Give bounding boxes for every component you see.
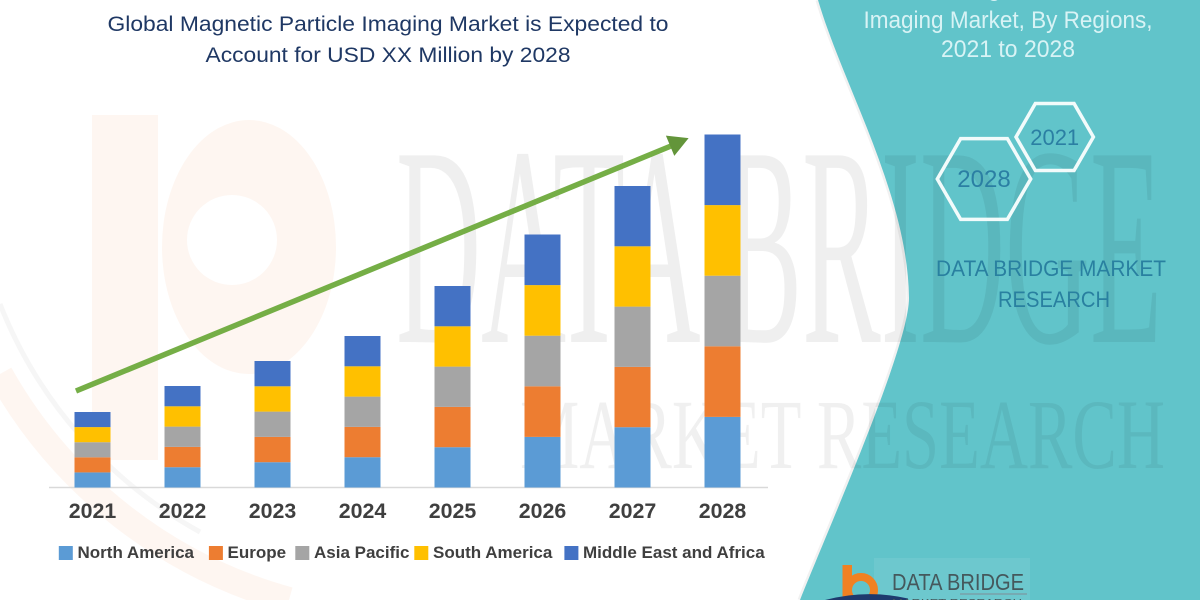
svg-text:2021 to 2028: 2021 to 2028 xyxy=(941,36,1075,63)
svg-text:Middle East and Africa: Middle East and Africa xyxy=(583,543,765,562)
svg-text:2028: 2028 xyxy=(957,166,1010,193)
svg-text:2028: 2028 xyxy=(699,500,747,523)
svg-text:2021: 2021 xyxy=(69,500,117,523)
svg-text:Europe: Europe xyxy=(228,543,287,562)
svg-text:2023: 2023 xyxy=(249,500,297,523)
svg-text:RESEARCH: RESEARCH xyxy=(998,287,1110,312)
svg-text:2022: 2022 xyxy=(159,500,207,523)
svg-text:2021: 2021 xyxy=(1030,125,1079,150)
svg-text:Global Magnetic Particle: Global Magnetic Particle xyxy=(880,0,1136,2)
svg-text:2025: 2025 xyxy=(429,500,477,523)
svg-text:South America: South America xyxy=(433,543,553,562)
svg-text:2026: 2026 xyxy=(519,500,567,523)
svg-text:Account for USD XX Million by: Account for USD XX Million by 2028 xyxy=(206,44,571,67)
svg-text:2027: 2027 xyxy=(609,500,657,523)
svg-text:2024: 2024 xyxy=(339,500,387,523)
svg-text:North America: North America xyxy=(78,543,195,562)
svg-text:DATA BRIDGE: DATA BRIDGE xyxy=(892,569,1024,595)
svg-text:Global Magnetic Particle Imagi: Global Magnetic Particle Imaging Market … xyxy=(108,13,669,36)
svg-text:DATA BRIDGE MARKET: DATA BRIDGE MARKET xyxy=(936,256,1166,281)
svg-text:Asia Pacific: Asia Pacific xyxy=(314,543,409,562)
svg-text:Imaging Market, By Regions,: Imaging Market, By Regions, xyxy=(864,7,1153,34)
svg-text:DATA BRIDGE: DATA BRIDGE xyxy=(396,88,1162,404)
